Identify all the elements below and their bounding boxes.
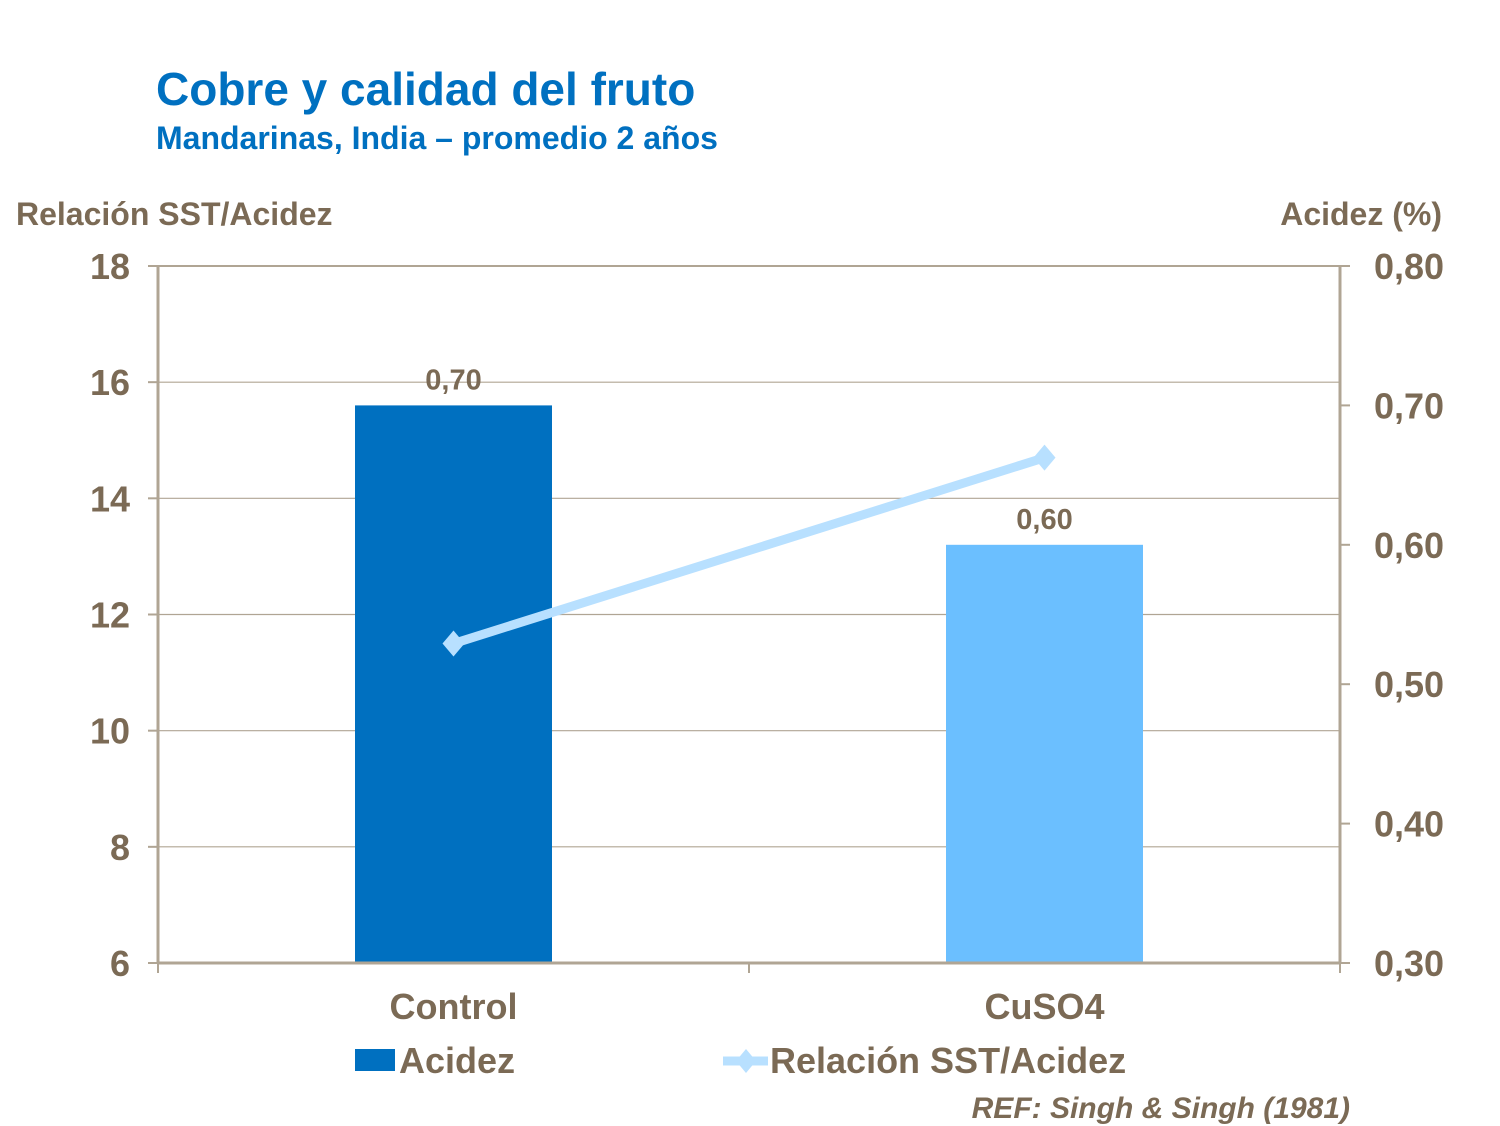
y-tick-label: 14 (90, 478, 130, 519)
line-series (452, 453, 1046, 648)
reference-note: REF: Singh & Singh (1981) (971, 1092, 1350, 1125)
y2-tick-label: 0,40 (1374, 804, 1444, 845)
y2-tick-label: 0,70 (1374, 385, 1444, 426)
y-axis-label: Relación SST/Acidez (16, 196, 333, 232)
y-tick-label: 12 (90, 595, 130, 636)
y2-tick-label: 0,80 (1374, 246, 1444, 287)
y-tick-label: 10 (90, 711, 130, 752)
chart-title: Cobre y calidad del fruto (156, 63, 696, 115)
x-tick-label: CuSO4 (984, 986, 1104, 1027)
bar-cuso4 (946, 544, 1143, 963)
bar-data-label: 0,60 (1016, 504, 1072, 536)
y-tick-label: 16 (90, 362, 130, 403)
legend-label-acidez: Acidez (399, 1040, 515, 1081)
y2-tick-label: 0,60 (1374, 525, 1444, 566)
legend-swatch-acidez (355, 1049, 395, 1071)
x-tick-label: Control (390, 986, 518, 1027)
line-marker-diamond (442, 630, 465, 657)
y2-tick-label: 0,50 (1374, 664, 1444, 705)
line-marker-diamond (1033, 444, 1056, 471)
chart-subtitle: Mandarinas, India – promedio 2 años (156, 120, 718, 156)
y-tick-label: 18 (90, 246, 130, 287)
bar-data-label: 0,70 (425, 364, 481, 396)
legend-marker-diamond (736, 1049, 756, 1073)
legend-label-relacion: Relación SST/Acidez (770, 1040, 1126, 1081)
y-tick-label: 8 (110, 827, 130, 868)
y-tick-label: 6 (110, 943, 130, 984)
y2-tick-label: 0,30 (1374, 943, 1444, 984)
y2-axis-label: Acidez (%) (1280, 196, 1442, 232)
bar-control (355, 405, 552, 963)
